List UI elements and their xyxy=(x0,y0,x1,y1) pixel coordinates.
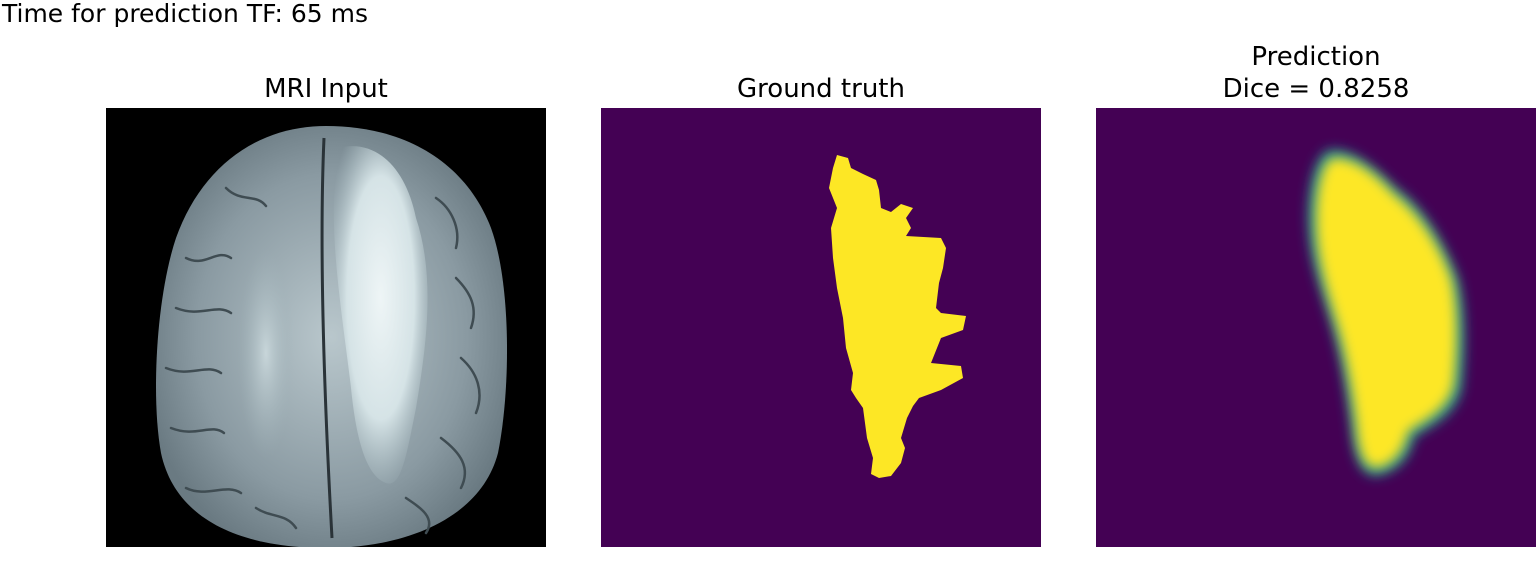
prediction-title: Prediction xyxy=(1251,42,1381,72)
mri-input-image xyxy=(106,108,546,547)
ground-truth-image xyxy=(601,108,1041,547)
mri-input-title: MRI Input xyxy=(264,74,388,104)
figure-suptitle: Time for prediction TF: 65 ms xyxy=(2,0,369,28)
prediction-dice-score: Dice = 0.8258 xyxy=(1222,74,1410,104)
ground-truth-title: Ground truth xyxy=(737,74,905,104)
prediction-image xyxy=(1096,108,1536,547)
